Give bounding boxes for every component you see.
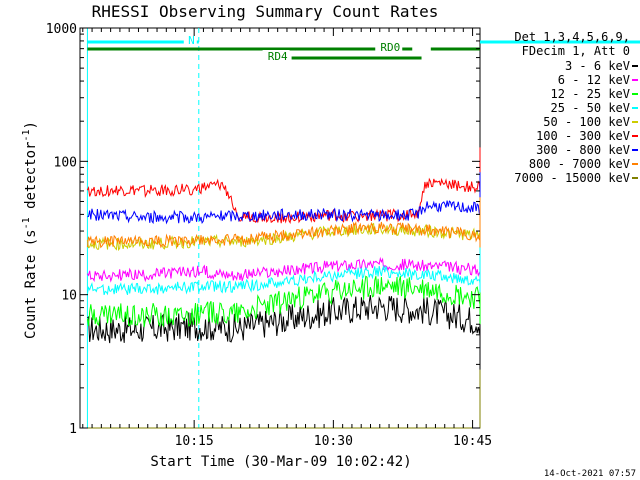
legend-item-label: 300 - 800 keV	[536, 143, 630, 157]
legend-item-label: 50 - 100 keV	[543, 115, 630, 129]
series-line	[86, 197, 481, 249]
legend-item-label: 7000 - 15000 keV	[514, 171, 630, 185]
flag-label-bg	[262, 50, 290, 62]
legend-item-label: 12 - 25 keV	[551, 87, 630, 101]
legend-header-line-1: Det 1,3,4,5,6,9,	[514, 30, 630, 44]
x-tick-label: 10:45	[453, 434, 492, 449]
series-line	[87, 369, 481, 429]
flag-label-n: N	[188, 34, 195, 47]
legend-item-label: 800 - 7000 keV	[529, 157, 630, 171]
series-line	[86, 237, 481, 296]
y-axis-label: Count Rate (s-1 detector-1)	[21, 121, 39, 339]
flags-layer: N RD0 RD4	[87, 34, 640, 63]
x-tick-label: 10:30	[314, 434, 353, 449]
chart-title: RHESSI Observing Summary Count Rates	[92, 2, 439, 21]
legend-item-label: 3 - 6 keV	[565, 59, 630, 73]
x-tick-label: 10:15	[175, 434, 214, 449]
y-tick-label: 100	[54, 155, 77, 170]
y-tick-label: 1	[69, 422, 77, 437]
legend-item-label: 6 - 12 keV	[558, 73, 630, 87]
flag-label-rd0: RD0	[380, 41, 400, 54]
vertical-markers	[86, 28, 200, 428]
x-axis-label: Start Time (30-Mar-09 10:02:42)	[150, 454, 411, 470]
legend: Det 1,3,4,5,6,9, FDecim 1, Att 0 3 - 6 k…	[514, 30, 638, 185]
flag-label-rd4: RD4	[268, 50, 288, 63]
legend-item-label: 25 - 50 keV	[551, 101, 630, 115]
y-tick-label: 10	[61, 289, 77, 304]
flag-label-bg	[183, 34, 197, 46]
y-axis: 1 10 100 1000	[46, 22, 480, 437]
y-tick-label: 1000	[46, 22, 77, 37]
footer-date: 14-Oct-2021 07:57	[544, 469, 636, 479]
legend-header-line-2: FDecim 1, Att 0	[522, 44, 630, 58]
x-axis: 10:15 10:30 10:45	[82, 28, 492, 449]
flag-label-bg	[375, 41, 403, 53]
legend-item-label: 100 - 300 keV	[536, 129, 630, 143]
